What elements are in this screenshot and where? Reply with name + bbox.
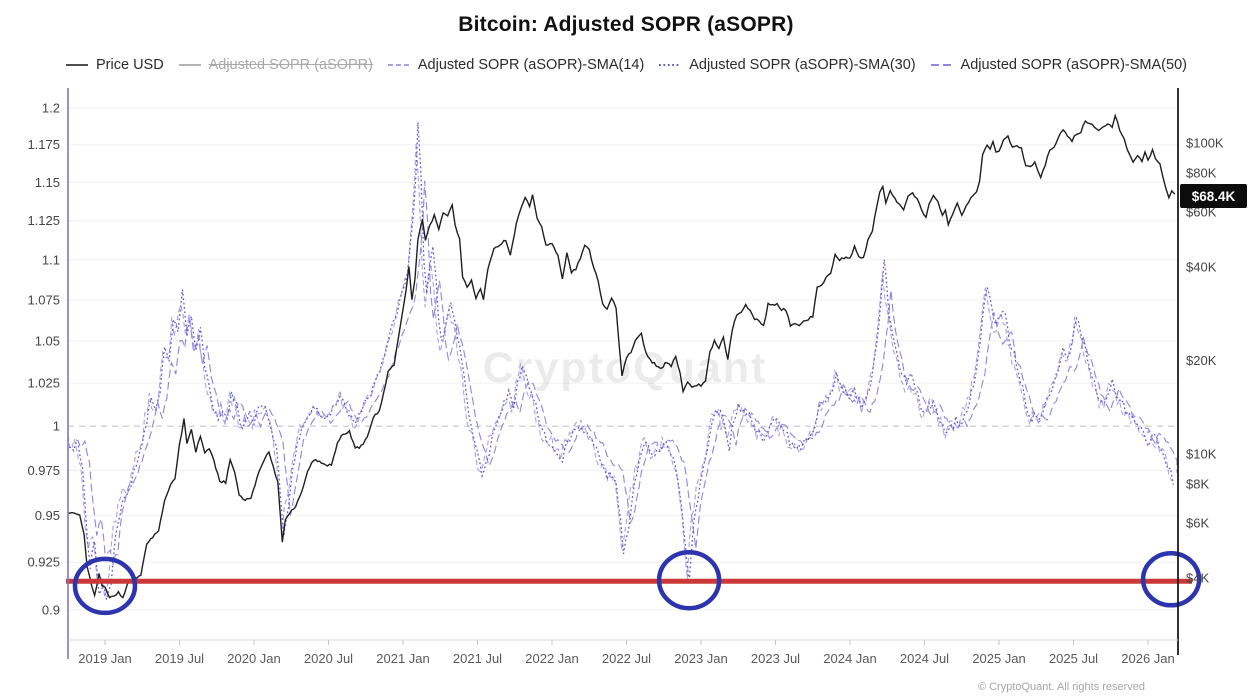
legend-item-adjusted-sopr-asopr-sma-30[interactable]: Adjusted SOPR (aSOPR)-SMA(30) <box>658 57 916 73</box>
chart-title: Bitcoin: Adjusted SOPR (aSOPR) <box>458 13 794 36</box>
svg-text:1: 1 <box>53 419 60 434</box>
svg-text:0.925: 0.925 <box>27 555 60 570</box>
svg-text:1.125: 1.125 <box>27 213 60 228</box>
svg-text:2022 Jul: 2022 Jul <box>602 651 651 666</box>
svg-text:2021 Jan: 2021 Jan <box>376 651 430 666</box>
svg-text:2024 Jul: 2024 Jul <box>900 651 949 666</box>
legend-line-icon <box>66 64 88 66</box>
svg-text:$60K: $60K <box>1186 205 1217 220</box>
legend-item-adjusted-sopr-asopr[interactable]: Adjusted SOPR (aSOPR) <box>178 57 373 73</box>
svg-text:$100K: $100K <box>1186 136 1224 151</box>
svg-text:$6K: $6K <box>1186 516 1209 531</box>
legend-line-icon <box>930 64 953 66</box>
svg-text:2020 Jan: 2020 Jan <box>227 651 281 666</box>
copyright-note: © CryptoQuant. All rights reserved <box>977 681 1145 693</box>
svg-text:1.05: 1.05 <box>35 334 60 349</box>
svg-text:2025 Jul: 2025 Jul <box>1049 651 1098 666</box>
legend-line-icon <box>387 64 410 66</box>
svg-text:$68.4K: $68.4K <box>1192 189 1236 204</box>
svg-text:$40K: $40K <box>1186 259 1217 274</box>
svg-text:2024 Jan: 2024 Jan <box>823 651 877 666</box>
svg-text:1.175: 1.175 <box>27 137 60 152</box>
legend-item-price-usd[interactable]: Price USD <box>65 57 164 73</box>
svg-text:$8K: $8K <box>1186 477 1209 492</box>
svg-text:$10K: $10K <box>1186 447 1217 462</box>
legend-item-adjusted-sopr-asopr-sma-14[interactable]: Adjusted SOPR (aSOPR)-SMA(14) <box>387 57 644 73</box>
svg-text:$20K: $20K <box>1186 353 1217 368</box>
svg-text:1.1: 1.1 <box>42 252 60 267</box>
svg-text:2025 Jan: 2025 Jan <box>972 651 1026 666</box>
svg-text:$80K: $80K <box>1186 166 1217 181</box>
legend-label: Adjusted SOPR (aSOPR)-SMA(30) <box>689 57 916 73</box>
svg-text:2023 Jan: 2023 Jan <box>674 651 728 666</box>
legend-label: Adjusted SOPR (aSOPR) <box>208 57 373 73</box>
legend-line-icon <box>178 64 201 66</box>
svg-text:1.2: 1.2 <box>42 101 60 116</box>
legend-label: Adjusted SOPR (aSOPR)-SMA(14) <box>417 57 645 73</box>
svg-text:2021 Jul: 2021 Jul <box>453 651 502 666</box>
svg-text:2022 Jan: 2022 Jan <box>525 651 579 666</box>
svg-text:0.975: 0.975 <box>27 463 60 478</box>
legend: Price USD Adjusted SOPR (aSOPR) Adjusted S… <box>65 57 1187 73</box>
legend-label: Price USD <box>96 57 164 73</box>
svg-text:0.9: 0.9 <box>42 603 60 618</box>
svg-text:1.15: 1.15 <box>35 175 60 190</box>
legend-line-icon <box>659 64 682 66</box>
svg-text:2023 Jul: 2023 Jul <box>751 651 800 666</box>
svg-text:2020 Jul: 2020 Jul <box>304 651 353 666</box>
svg-text:0.95: 0.95 <box>35 508 60 523</box>
svg-text:$4K: $4K <box>1186 570 1209 585</box>
svg-text:2019 Jul: 2019 Jul <box>155 651 204 666</box>
svg-text:2026 Jan: 2026 Jan <box>1121 651 1175 666</box>
svg-text:1.025: 1.025 <box>27 376 60 391</box>
legend-label: Adjusted SOPR (aSOPR)-SMA(50) <box>960 57 1187 73</box>
legend-item-adjusted-sopr-asopr-sma-50[interactable]: Adjusted SOPR (aSOPR)-SMA(50) <box>930 57 1187 73</box>
svg-text:2019 Jan: 2019 Jan <box>78 651 132 666</box>
svg-text:1.075: 1.075 <box>27 293 60 308</box>
